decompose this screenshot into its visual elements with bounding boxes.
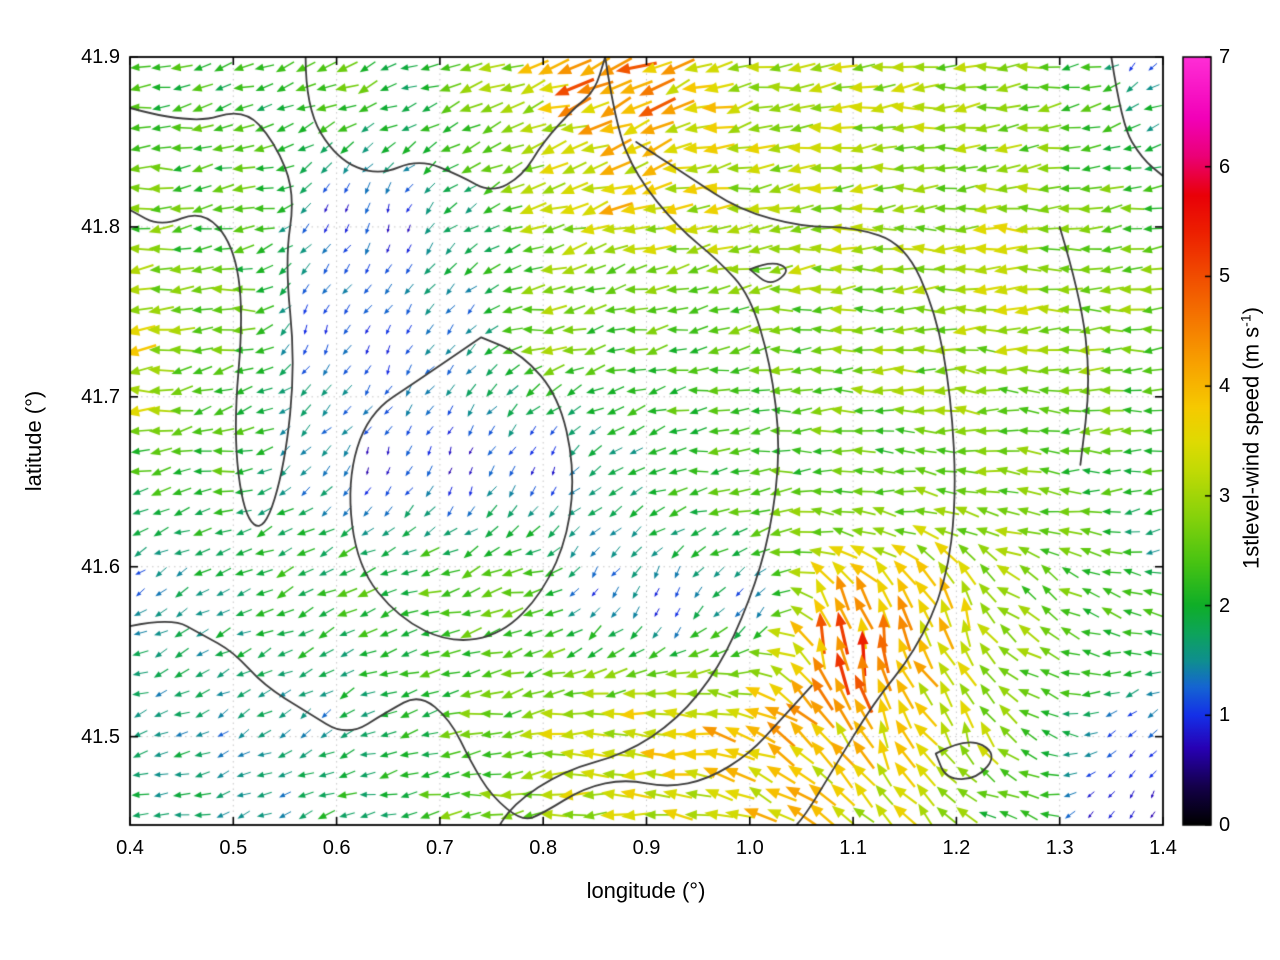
colorbar-label-text: 1stlevel-wind speed (m s [1238,326,1264,569]
colorbar-label-superscript: -1 [1237,314,1254,327]
colorbar-tick-label: 5 [1219,265,1231,288]
y-tick-label: 41.8 [81,215,120,238]
colorbar-label: 1stlevel-wind speed (m s-1) [1237,307,1264,569]
colorbar-label-close: ) [1238,307,1264,315]
y-tick-label: 41.6 [81,555,120,578]
y-tick-label: 41.5 [81,725,120,748]
x-tick-label: 1.3 [1045,837,1074,859]
x-tick-label: 0.6 [322,837,351,859]
y-tick-label: 41.9 [81,46,120,68]
colorbar-tick-label: 1 [1219,704,1231,727]
y-axis-label: latitude (°) [21,390,46,492]
x-tick-label: 1.2 [942,837,971,859]
colorbar-tick-label: 6 [1219,155,1231,178]
x-tick-label: 1.1 [839,837,867,859]
colorbar-tick-label: 0 [1219,814,1231,836]
x-axis-label: longitude (°) [586,878,706,903]
x-tick-label: 0.5 [219,837,248,859]
colorbar-tick-label: 2 [1219,594,1231,617]
x-tick-label: 1.0 [735,837,764,859]
x-tick-label: 0.9 [632,837,661,859]
colorbar-tick-label: 7 [1219,46,1231,68]
colorbar-tick-label: 3 [1219,484,1231,507]
x-tick-label: 1.4 [1149,837,1177,859]
x-tick-label: 0.8 [529,837,558,859]
x-tick-label: 0.4 [116,837,144,859]
y-tick-label: 41.7 [81,385,120,408]
x-tick-label: 0.7 [425,837,454,859]
colorbar-tick-label: 4 [1219,375,1231,398]
